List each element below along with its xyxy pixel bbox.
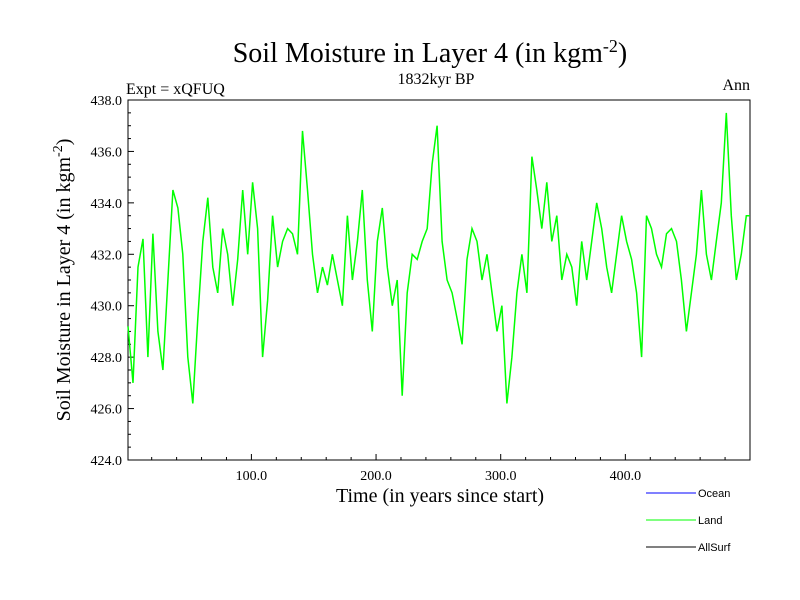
- legend-label-allsurf: AllSurf: [698, 542, 731, 554]
- y-tick-label: 424.0: [91, 454, 123, 469]
- legend: Ocean Land AllSurf: [646, 488, 731, 554]
- x-axis-label: Time (in years since start): [336, 485, 544, 507]
- series-layer: [127, 112, 750, 404]
- y-tick-label: 428.0: [91, 351, 123, 366]
- y-tick-label: 438.0: [91, 94, 123, 109]
- experiment-label: Expt = xQFUQ: [126, 81, 225, 98]
- x-tick-label: 200.0: [360, 469, 392, 484]
- legend-label-land: Land: [698, 515, 722, 527]
- y-tick-label: 432.0: [91, 248, 123, 263]
- y-axis-label: Soil Moisture in Layer 4 (in kgm-2): [51, 139, 75, 422]
- y-tick-label: 430.0: [91, 300, 123, 315]
- series-line-land: [127, 112, 750, 404]
- y-tick-label: 426.0: [91, 403, 123, 418]
- chart-subtitle: 1832kyr BP: [398, 71, 475, 88]
- y-tick-label: 434.0: [91, 197, 123, 212]
- x-tick-label: 400.0: [610, 469, 642, 484]
- x-tick-label: 300.0: [485, 469, 517, 484]
- x-tick-label: 100.0: [236, 469, 268, 484]
- season-label: Ann: [722, 77, 750, 94]
- y-ticks: 424.0 426.0 428.0 430.0 432.0 434.0 436.0 438.0: [91, 94, 134, 469]
- y-tick-label: 436.0: [91, 145, 123, 160]
- legend-label-ocean: Ocean: [698, 488, 730, 500]
- x-ticks: 100.0 200.0 300.0 400.0: [151, 454, 726, 484]
- chart-title: Soil Moisture in Layer 4 (in kgm-2): [233, 36, 628, 69]
